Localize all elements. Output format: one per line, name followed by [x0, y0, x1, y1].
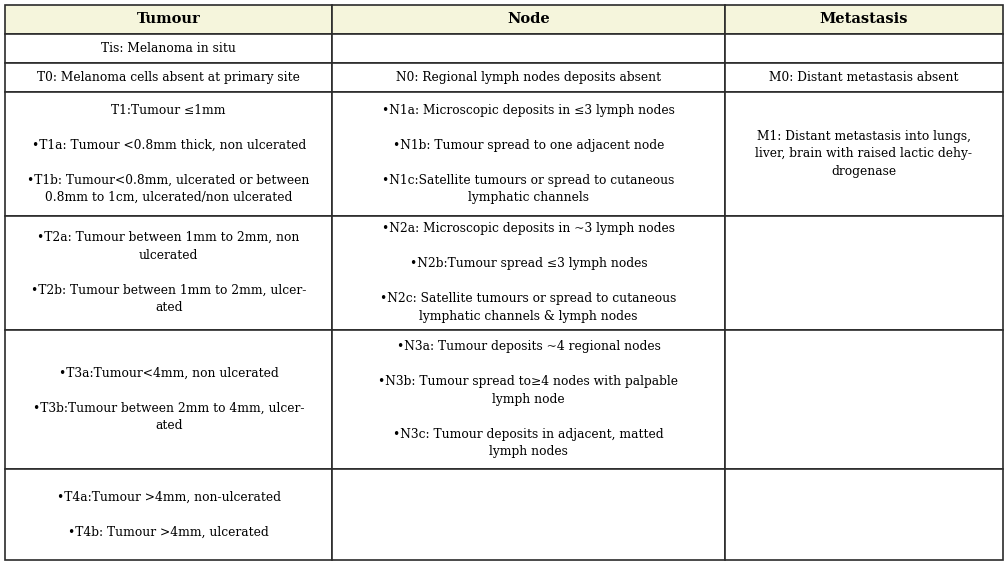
Bar [333, 34, 725, 63]
Text: M0: Distant metastasis absent: M0: Distant metastasis absent [769, 71, 959, 84]
Bar [725, 34, 1003, 63]
Text: Tis: Melanoma in situ: Tis: Melanoma in situ [101, 42, 236, 55]
Bar [725, 5, 1003, 34]
Text: T1:Tumour ≤1mm

•T1a: Tumour <0.8mm thick, non ulcerated

•T1b: Tumour<0.8mm, ul: T1:Tumour ≤1mm •T1a: Tumour <0.8mm thick… [27, 103, 309, 204]
Bar [5, 92, 333, 216]
Text: •T2a: Tumour between 1mm to 2mm, non
ulcerated

•T2b: Tumour between 1mm to 2mm,: •T2a: Tumour between 1mm to 2mm, non ulc… [31, 231, 306, 314]
Text: T0: Melanoma cells absent at primary site: T0: Melanoma cells absent at primary sit… [37, 71, 300, 84]
Bar [5, 5, 333, 34]
Bar [725, 469, 1003, 560]
Text: Metastasis: Metastasis [820, 12, 908, 27]
Text: Node: Node [507, 12, 549, 27]
Bar [725, 92, 1003, 216]
Bar [5, 469, 333, 560]
Bar [333, 5, 725, 34]
Bar [5, 63, 333, 92]
Bar [5, 216, 333, 329]
Bar [333, 329, 725, 469]
Text: Tumour: Tumour [137, 12, 201, 27]
Text: M1: Distant metastasis into lungs,
liver, brain with raised lactic dehy-
drogena: M1: Distant metastasis into lungs, liver… [755, 130, 973, 178]
Bar [5, 329, 333, 469]
Bar [333, 216, 725, 329]
Bar [725, 329, 1003, 469]
Text: •N2a: Microscopic deposits in ~3 lymph nodes

•N2b:Tumour spread ≤3 lymph nodes
: •N2a: Microscopic deposits in ~3 lymph n… [380, 223, 676, 323]
Bar [5, 34, 333, 63]
Bar [333, 63, 725, 92]
Bar [333, 92, 725, 216]
Text: •N1a: Microscopic deposits in ≤3 lymph nodes

•N1b: Tumour spread to one adjacen: •N1a: Microscopic deposits in ≤3 lymph n… [382, 103, 675, 204]
Text: •N3a: Tumour deposits ~4 regional nodes

•N3b: Tumour spread to≥4 nodes with pal: •N3a: Tumour deposits ~4 regional nodes … [378, 340, 678, 458]
Bar [333, 469, 725, 560]
Text: •T4a:Tumour >4mm, non-ulcerated

•T4b: Tumour >4mm, ulcerated: •T4a:Tumour >4mm, non-ulcerated •T4b: Tu… [56, 490, 280, 538]
Bar [725, 216, 1003, 329]
Text: N0: Regional lymph nodes deposits absent: N0: Regional lymph nodes deposits absent [396, 71, 661, 84]
Bar [725, 63, 1003, 92]
Text: •T3a:Tumour<4mm, non ulcerated

•T3b:Tumour between 2mm to 4mm, ulcer-
ated: •T3a:Tumour<4mm, non ulcerated •T3b:Tumo… [33, 367, 304, 432]
